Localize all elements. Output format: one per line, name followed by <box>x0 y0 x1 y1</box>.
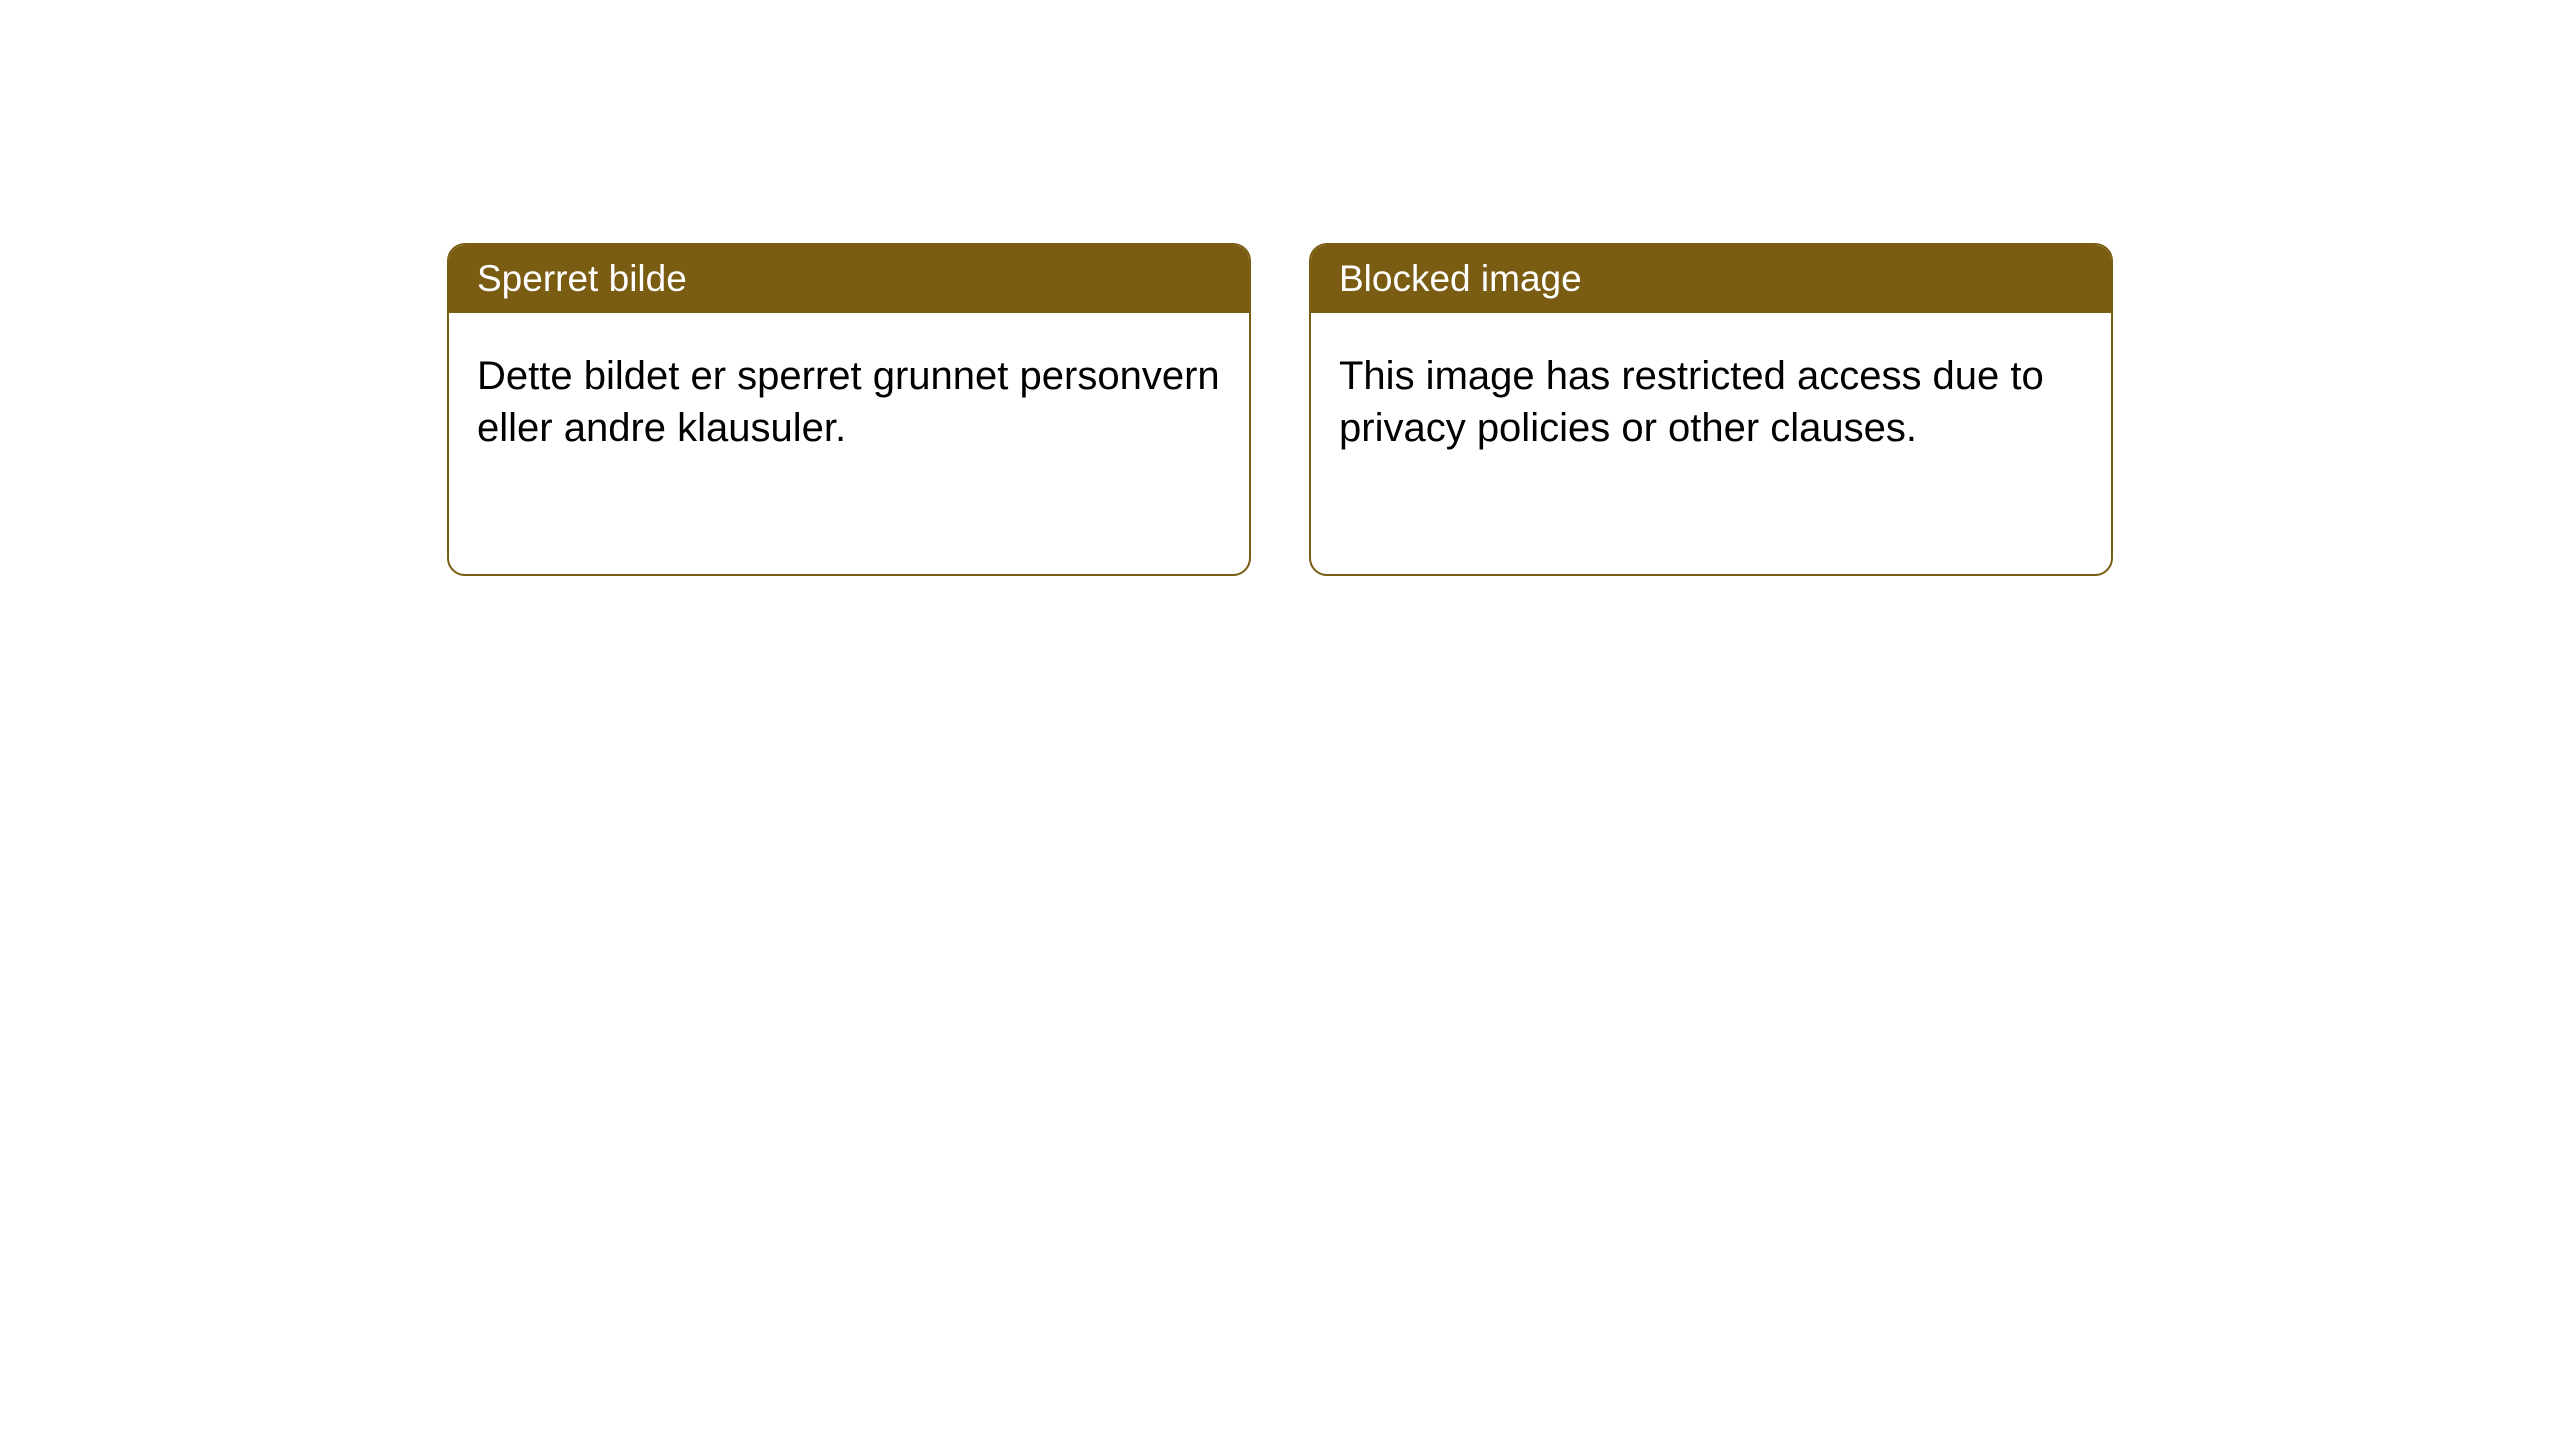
card-body-en: This image has restricted access due to … <box>1311 313 2111 491</box>
card-title-en: Blocked image <box>1311 245 2111 313</box>
card-body-no: Dette bildet er sperret grunnet personve… <box>449 313 1249 491</box>
blocked-image-card-en: Blocked image This image has restricted … <box>1309 243 2113 576</box>
blocked-image-card-no: Sperret bilde Dette bildet er sperret gr… <box>447 243 1251 576</box>
blocked-image-notices: Sperret bilde Dette bildet er sperret gr… <box>447 243 2113 1440</box>
card-title-no: Sperret bilde <box>449 245 1249 313</box>
